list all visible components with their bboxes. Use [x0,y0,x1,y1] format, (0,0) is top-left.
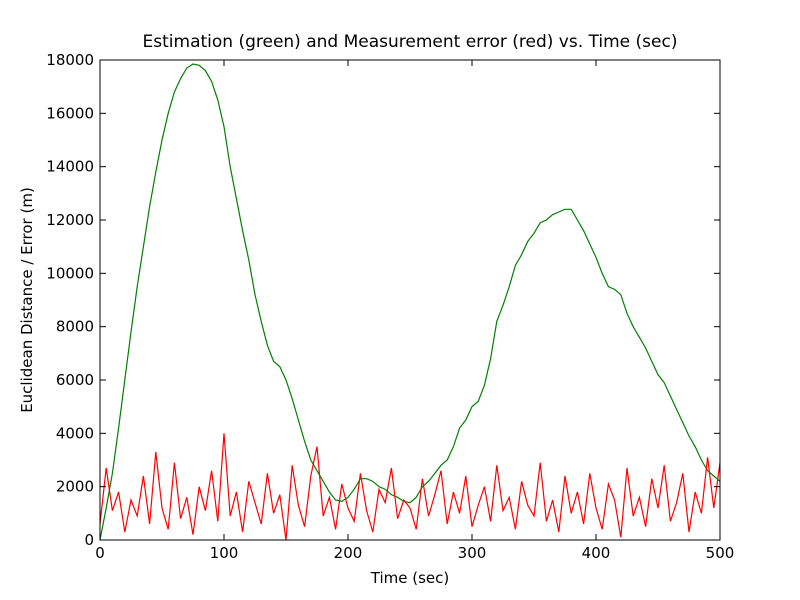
y-tick-label: 6000 [56,371,94,389]
chart-title: Estimation (green) and Measurement error… [143,32,678,52]
y-tick-label: 18000 [46,51,94,69]
x-tick-label: 400 [582,544,611,562]
x-tick-label: 0 [95,544,105,562]
x-axis-label: Time (sec) [370,569,449,587]
x-tick-label: 100 [210,544,239,562]
y-tick-label: 16000 [46,104,94,122]
y-tick-label: 4000 [56,424,94,442]
y-axis-label: Euclidean Distance / Error (m) [18,187,36,413]
y-tick-label: 12000 [46,211,94,229]
plot-frame [99,59,721,541]
x-tick-label: 500 [706,544,735,562]
x-tick-label: 300 [458,544,487,562]
x-tick-label: 200 [334,544,363,562]
y-tick-label: 2000 [56,478,94,496]
y-tick-label: 14000 [46,158,94,176]
y-tick-label: 10000 [46,264,94,282]
y-tick-label: 8000 [56,318,94,336]
data-line [99,63,721,541]
data-line [99,433,721,541]
y-tick-label: 0 [84,531,94,549]
